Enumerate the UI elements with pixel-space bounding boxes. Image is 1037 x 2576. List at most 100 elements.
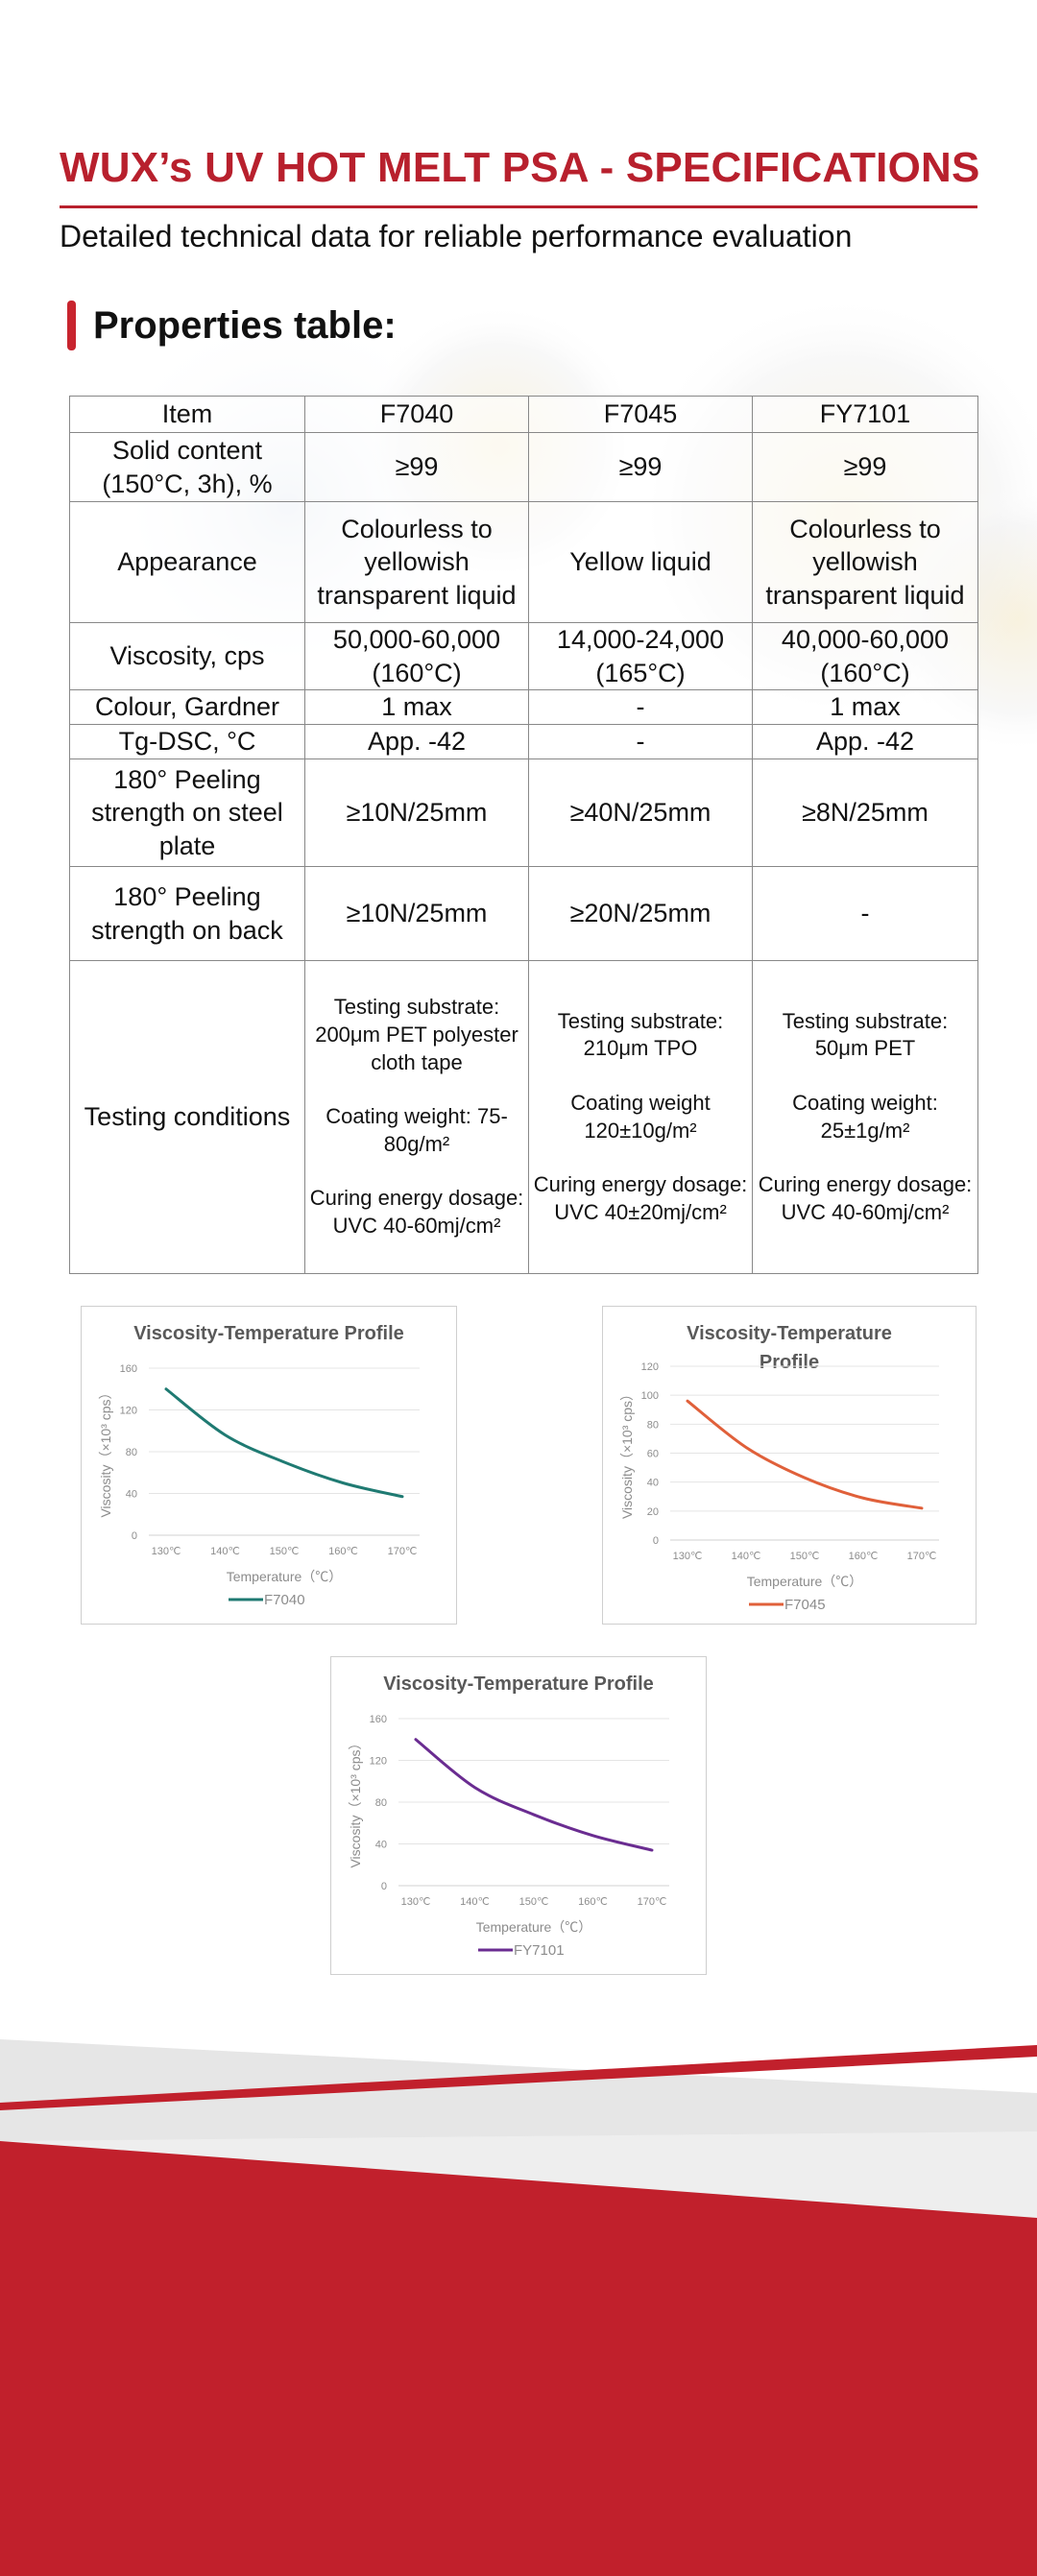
y-tick-label: 80: [647, 1419, 659, 1431]
y-tick-label: 0: [381, 1881, 387, 1892]
header-cell: FY7101: [752, 396, 978, 433]
page-subtitle: Detailed technical data for reliable per…: [60, 219, 853, 253]
table-cell: Colourless to yellowish transparent liqu…: [304, 501, 529, 623]
table-cell: App. -42: [752, 724, 978, 759]
y-tick-label: 80: [126, 1447, 137, 1458]
legend-label: F7045: [784, 1597, 826, 1613]
coating-weight: Coating weight: 25±1g/m²: [792, 1090, 938, 1143]
table-cell: ≥40N/25mm: [528, 758, 753, 867]
row-label: 180° Peeling strength on back: [69, 866, 305, 961]
coating-weight: Coating weight: 75-80g/m²: [326, 1104, 508, 1156]
row-label: Viscosity, cps: [69, 622, 305, 690]
series-line-f7045: [686, 1399, 924, 1510]
table-cell: ≥10N/25mm: [304, 758, 529, 867]
legend-label: F7040: [264, 1592, 305, 1608]
y-tick-label: 20: [647, 1506, 659, 1518]
y-axis-label: Viscosity（×10³ cps）: [348, 1736, 363, 1867]
testing-conditions-cell: Testing substrate: 200μm PET polyester c…: [304, 960, 529, 1274]
chart-title: Viscosity-Temperature Profile: [133, 1323, 404, 1344]
testing-conditions-cell: Testing substrate: 50μm PET Coating weig…: [752, 960, 978, 1274]
table-row: Solid content (150°C, 3h), % ≥99 ≥99 ≥99: [69, 432, 978, 502]
y-tick-label: 160: [120, 1363, 137, 1375]
table-row: 180° Peeling strength on back ≥10N/25mm …: [69, 866, 978, 961]
series-line-f7040: [164, 1387, 404, 1499]
table-cell: ≥8N/25mm: [752, 758, 978, 867]
table-cell: 1 max: [752, 689, 978, 725]
table-cell: ≥99: [304, 432, 529, 502]
table-cell: ≥99: [752, 432, 978, 502]
row-label: Appearance: [69, 501, 305, 623]
row-label: Tg-DSC, °C: [69, 724, 305, 759]
header-cell: Item: [69, 396, 305, 433]
viscosity-chart-f7040: Viscosity-Temperature Profile 0 40 80 120 160…: [98, 1323, 420, 1608]
y-tick-label: 40: [375, 1840, 387, 1851]
x-tick-label: 140℃: [732, 1551, 761, 1562]
x-tick-label: 140℃: [460, 1896, 490, 1908]
table-cell: Colourless to yellowish transparent liqu…: [752, 501, 978, 623]
chart-title: Viscosity-Temperature Profile: [687, 1323, 892, 1373]
curing-energy: Curing energy dosage: UVC 40±20mj/cm²: [533, 1172, 748, 1224]
properties-table: Item F7040 F7045 FY7101 Solid content (1…: [69, 396, 978, 1274]
bottom-decorative-band: [0, 2039, 1037, 2576]
y-tick-label: 100: [641, 1390, 659, 1402]
testing-conditions-cell: Testing substrate: 210μm TPO Coating wei…: [528, 960, 753, 1274]
y-tick-label: 120: [370, 1756, 387, 1768]
row-label: Colour, Gardner: [69, 689, 305, 725]
table-cell: -: [528, 724, 753, 759]
x-tick-label: 150℃: [519, 1896, 549, 1908]
x-tick-label: 160℃: [849, 1551, 879, 1562]
x-tick-label: 130℃: [673, 1551, 703, 1562]
table-row-testing: Testing conditions Testing substrate: 20…: [69, 960, 978, 1274]
table-cell: App. -42: [304, 724, 529, 759]
y-tick-label: 0: [132, 1530, 137, 1542]
y-tick-label: 0: [653, 1535, 659, 1547]
series-line-fy7101: [414, 1738, 654, 1852]
x-tick-label: 170℃: [907, 1551, 937, 1562]
x-tick-label: 150℃: [270, 1546, 300, 1557]
chart-card-f7045: Viscosity-Temperature Profile 0 20 40 60 80 100…: [602, 1306, 977, 1625]
y-tick-label: 60: [647, 1449, 659, 1460]
curing-energy: Curing energy dosage: UVC 40-60mj/cm²: [758, 1172, 973, 1224]
y-axis-label: Viscosity（×10³ cps）: [619, 1387, 635, 1519]
testing-substrate: Testing substrate: 50μm PET: [782, 1008, 949, 1061]
table-cell: ≥10N/25mm: [304, 866, 529, 961]
y-axis-label: Viscosity（×10³ cps）: [98, 1385, 113, 1517]
page-title: WUX’s UV HOT MELT PSA - SPECIFICATIONS: [60, 144, 980, 191]
table-cell: ≥20N/25mm: [528, 866, 753, 961]
x-axis-label: Temperature（℃）: [747, 1574, 863, 1589]
chart-card-f7040: Viscosity-Temperature Profile 0 40 80 120 160…: [81, 1306, 457, 1625]
x-tick-label: 160℃: [328, 1546, 358, 1557]
header-cell: F7045: [528, 396, 753, 433]
table-cell: Yellow liquid: [528, 501, 753, 623]
section-heading-text: Properties table:: [93, 303, 397, 347]
table-cell: -: [528, 689, 753, 725]
coating-weight: Coating weight 120±10g/m²: [570, 1090, 711, 1143]
section-accent-bar: [67, 301, 76, 350]
table-cell: ≥99: [528, 432, 753, 502]
testing-substrate: Testing substrate: 200μm PET polyester c…: [315, 995, 518, 1074]
viscosity-chart-fy7101: Viscosity-Temperature Profile 0 40 80 120 160…: [348, 1673, 669, 1959]
x-tick-label: 170℃: [638, 1896, 667, 1908]
x-tick-label: 130℃: [401, 1896, 431, 1908]
y-tick-label: 40: [647, 1478, 659, 1489]
curing-energy: Curing energy dosage: UVC 40-60mj/cm²: [309, 1186, 524, 1238]
table-row: Viscosity, cps 50,000-60,000 (160°C) 14,…: [69, 622, 978, 690]
table-cell: 14,000-24,000 (165°C): [528, 622, 753, 690]
x-axis-label: Temperature（℃）: [227, 1569, 343, 1584]
y-tick-label: 120: [120, 1406, 137, 1417]
row-label: Solid content (150°C, 3h), %: [69, 432, 305, 502]
x-tick-label: 140℃: [210, 1546, 240, 1557]
x-axis-label: Temperature（℃）: [476, 1919, 592, 1935]
row-label: Testing conditions: [69, 960, 305, 1274]
section-heading: Properties table:: [67, 300, 397, 351]
x-tick-label: 160℃: [578, 1896, 608, 1908]
x-tick-label: 130℃: [152, 1546, 181, 1557]
table-header-row: Item F7040 F7045 FY7101: [69, 396, 978, 433]
table-cell: -: [752, 866, 978, 961]
table-row: 180° Peeling strength on steel plate ≥10…: [69, 758, 978, 867]
viscosity-chart-f7045: Viscosity-Temperature Profile 0 20 40 60 80 100…: [619, 1323, 939, 1613]
y-tick-label: 160: [370, 1714, 387, 1725]
table-row: Colour, Gardner 1 max - 1 max: [69, 689, 978, 725]
title-divider: [60, 205, 977, 208]
y-tick-label: 120: [641, 1361, 659, 1373]
